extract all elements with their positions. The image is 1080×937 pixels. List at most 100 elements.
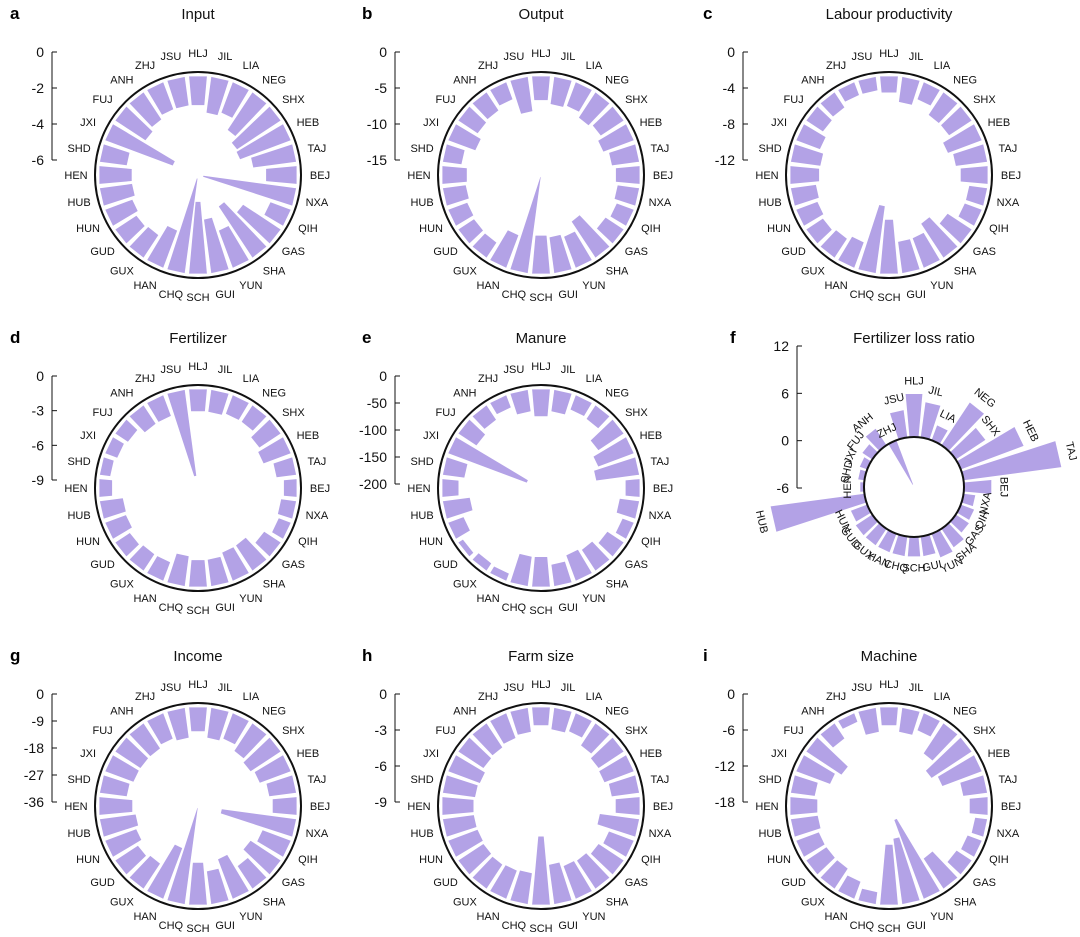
bar-zhj [147,395,171,422]
region-label-hun: HUN [419,223,443,235]
bar-han [147,226,178,268]
region-label-anh: ANH [801,706,824,718]
region-label-gas: GAS [973,246,996,258]
region-label-nxa: NXA [997,197,1020,209]
region-label-shx: SHX [625,725,648,737]
region-label-anh: ANH [110,75,133,87]
bar-anh [472,405,496,429]
panel-letter: i [703,646,708,665]
bar-bej [625,479,640,497]
bar-hub [99,814,139,837]
bar-neg [227,92,267,136]
bar-shd [99,144,130,166]
bar-qih [958,203,982,226]
y-tick-label: -8 [723,116,736,132]
bar-hun [448,202,474,226]
region-label-yun: YUN [239,280,262,292]
region-label-nxa: NXA [649,828,672,840]
region-label-lia: LIA [586,691,603,703]
region-label-fuj: FUJ [784,94,804,106]
region-label-hlj: HLJ [904,376,924,388]
bar-sch [880,844,898,905]
region-label-sha: SHA [263,265,286,277]
region-label-lia: LIA [934,691,951,703]
region-label-hun: HUN [767,223,791,235]
bar-hub [770,493,867,532]
bar-anh [129,92,162,127]
baseline-ring [437,71,645,279]
region-label-taj: TAJ [999,774,1018,786]
bar-hun [796,201,824,226]
bar-hub [790,184,819,206]
region-label-lia: LIA [243,60,260,72]
region-label-sch: SCH [877,292,900,304]
bar-hub [442,497,473,519]
region-label-anh: ANH [801,75,824,87]
region-label-gud: GUD [90,246,115,258]
region-label-taj: TAJ [999,143,1018,155]
region-label-han: HAN [476,593,499,605]
bar-gux [472,553,492,571]
region-label-jsu: JSU [852,51,873,63]
bar-heb [943,124,982,153]
region-label-neg: NEG [262,75,286,87]
region-label-lia: LIA [586,373,603,385]
bar-lia [569,713,592,738]
panel-title: Fertilizer [169,330,227,347]
bar-anh [129,723,160,757]
y-tick-label: 12 [773,338,789,354]
baseline-ring [437,384,645,592]
region-label-taj: TAJ [651,143,670,155]
bar-jil [551,389,572,415]
bar-hun [105,829,142,857]
region-label-bej: BEJ [653,801,673,813]
region-label-fuj: FUJ [93,407,113,419]
region-label-yun: YUN [239,593,262,605]
region-label-neg: NEG [605,75,629,87]
region-label-fuj: FUJ [784,725,804,737]
y-tick-label: -6 [32,152,45,168]
bar-taj [961,441,1062,481]
region-label-gux: GUX [801,896,826,908]
region-label-qih: QIH [298,536,318,548]
region-label-neg: NEG [605,388,629,400]
region-label-jxi: JXI [423,748,439,760]
bar-gui [920,534,936,557]
bar-sch [880,219,898,274]
y-tick-label: 6 [781,385,789,401]
bar-jil [550,76,572,107]
bar-hun [105,199,138,226]
region-label-gui: GUI [558,920,578,932]
region-label-jsu: JSU [161,51,182,63]
bar-gud [115,845,146,875]
bar-han [838,875,861,899]
bar-chq [167,807,198,905]
bar-gui [207,556,229,587]
panel-letter: b [362,4,372,23]
bar-yun [218,854,249,899]
bar-jxi [105,124,175,166]
y-tick-label: 0 [36,368,44,384]
region-label-gui: GUI [906,920,926,932]
bar-gud [115,533,139,557]
baseline-ring [94,702,302,910]
region-label-shx: SHX [282,725,305,737]
bar-heb [599,755,634,783]
region-label-zhj: ZHJ [135,60,155,72]
bar-qih [264,202,291,226]
region-label-gui: GUI [215,920,235,932]
bar-shd [442,144,465,165]
bar-heb [236,124,291,160]
region-label-sha: SHA [263,578,286,590]
bar-taj [608,775,640,797]
bar-gas [243,840,281,875]
region-label-qih: QIH [298,223,318,235]
region-label-qih: QIH [641,223,661,235]
bar-neg [241,405,267,431]
bar-jsu [167,389,197,477]
region-label-taj: TAJ [651,456,670,468]
bar-nxa [220,809,297,837]
y-tick-label: -3 [375,722,388,738]
